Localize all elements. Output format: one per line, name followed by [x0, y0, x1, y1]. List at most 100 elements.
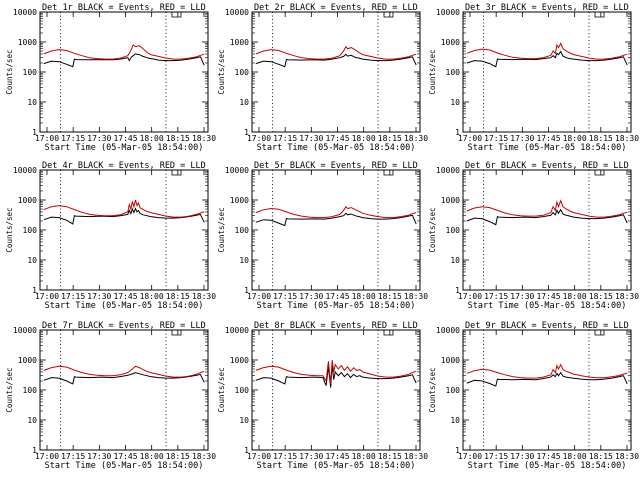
x-tick-label: 17:30: [87, 292, 111, 301]
y-tick-label: 1000: [230, 38, 249, 47]
y-tick-label: 1: [244, 128, 249, 137]
x-tick-label: 17:00: [35, 292, 59, 301]
y-tick-label: 100: [446, 386, 461, 395]
y-tick-label: 1: [32, 128, 37, 137]
x-tick-label: 17:15: [61, 134, 85, 143]
chart-title: Det 7r BLACK = Events, RED = LLD: [42, 321, 206, 331]
plot-frame: [251, 11, 421, 133]
plot-top-marker: [171, 12, 182, 18]
y-axis-label: Counts/sec: [5, 207, 14, 252]
plot-top-marker: [383, 330, 394, 336]
x-tick-label: 17:45: [536, 134, 560, 143]
series-line-lld: [43, 365, 205, 378]
y-tick-label: 1: [455, 286, 460, 295]
y-tick-label: 10: [27, 416, 37, 425]
plot-frame: [39, 329, 209, 451]
chart-title: Det 4r BLACK = Events, RED = LLD: [42, 161, 206, 171]
plot-frame: [251, 169, 421, 291]
x-tick-label: 18:00: [563, 452, 587, 461]
x-tick-label: 18:00: [352, 292, 376, 301]
y-tick-label: 100: [446, 68, 461, 77]
y-tick-label: 100: [235, 68, 250, 77]
plot-top-marker: [383, 12, 394, 18]
series-line-events: [466, 371, 628, 387]
x-tick-label: 17:00: [458, 452, 482, 461]
x-tick-label: 18:30: [192, 134, 216, 143]
y-tick-label: 100: [446, 226, 461, 235]
detector-chart-2: Det 2r BLACK = Events, RED = LLD 1 10 100 10…: [217, 3, 428, 153]
series-line-events: [255, 212, 417, 227]
y-tick-label: 10000: [436, 166, 460, 175]
y-tick-label: 100: [235, 386, 250, 395]
y-axis-label: Counts/sec: [5, 49, 14, 94]
x-tick-label: 18:00: [140, 134, 164, 143]
y-tick-label: 1000: [441, 38, 460, 47]
series-line-events: [43, 207, 205, 225]
plot-top-marker: [171, 330, 182, 336]
x-tick-label: 17:30: [510, 134, 534, 143]
x-tick-label: 18:30: [404, 452, 428, 461]
y-tick-label: 1000: [18, 38, 37, 47]
x-tick-label: 17:45: [536, 292, 560, 301]
y-tick-label: 10000: [13, 166, 37, 175]
plot-frame: [251, 329, 421, 451]
chart-title: Det 9r BLACK = Events, RED = LLD: [465, 321, 629, 331]
x-axis-label: Start Time (05-Mar-05 18:54:00): [468, 461, 627, 471]
x-tick-label: 17:15: [484, 292, 508, 301]
detector-chart-3: Det 3r BLACK = Events, RED = LLD 1 10 100 10…: [428, 3, 639, 153]
x-tick-label: 17:45: [113, 452, 137, 461]
x-tick-label: 18:30: [404, 292, 428, 301]
y-tick-label: 10000: [13, 8, 37, 17]
x-tick-label: 18:30: [615, 452, 639, 461]
x-tick-label: 17:00: [458, 292, 482, 301]
y-axis-label: Counts/sec: [428, 49, 437, 94]
x-tick-label: 17:00: [247, 134, 271, 143]
y-axis-label: Counts/sec: [217, 207, 226, 252]
series-line-lld: [43, 44, 205, 60]
series-line-lld: [255, 205, 417, 219]
series-line-lld: [466, 363, 628, 379]
series-line-events: [466, 50, 628, 68]
x-tick-label: 17:00: [247, 292, 271, 301]
plot-frame: [462, 169, 632, 291]
plot-frame: [39, 169, 209, 291]
y-tick-label: 10000: [436, 326, 460, 335]
x-tick-label: 18:15: [589, 292, 613, 301]
x-tick-label: 17:30: [510, 292, 534, 301]
x-axis-label: Start Time (05-Mar-05 18:54:00): [257, 143, 416, 153]
plot-top-marker: [383, 170, 394, 176]
y-tick-label: 100: [23, 68, 38, 77]
x-tick-label: 18:15: [589, 134, 613, 143]
chart-title: Det 1r BLACK = Events, RED = LLD: [42, 3, 206, 13]
detector-chart-6: Det 6r BLACK = Events, RED = LLD 1 10 100 10…: [428, 161, 639, 311]
y-tick-label: 100: [23, 226, 38, 235]
series-line-events: [255, 364, 417, 388]
series-line-events: [466, 208, 628, 226]
y-tick-label: 10000: [225, 166, 249, 175]
x-tick-label: 17:45: [113, 292, 137, 301]
plot-frame: [39, 11, 209, 133]
x-axis-label: Start Time (05-Mar-05 18:54:00): [257, 301, 416, 311]
x-tick-label: 18:00: [352, 452, 376, 461]
y-tick-label: 1000: [230, 356, 249, 365]
y-tick-label: 1: [244, 446, 249, 455]
series-line-events: [43, 53, 205, 68]
x-axis-label: Start Time (05-Mar-05 18:54:00): [468, 143, 627, 153]
x-tick-label: 18:00: [140, 452, 164, 461]
x-tick-label: 17:00: [458, 134, 482, 143]
detector-chart-8: Det 8r BLACK = Events, RED = LLD 1 10 100 10…: [217, 321, 428, 471]
y-tick-label: 10: [450, 256, 460, 265]
detector-chart-7: Det 7r BLACK = Events, RED = LLD 1 10 100 10…: [5, 321, 216, 471]
y-tick-label: 1: [32, 286, 37, 295]
x-tick-label: 17:00: [247, 452, 271, 461]
detector-chart-1: Det 1r BLACK = Events, RED = LLD 1 10 100 10…: [5, 3, 216, 153]
x-tick-label: 17:30: [299, 452, 323, 461]
x-tick-label: 17:15: [61, 292, 85, 301]
x-tick-label: 18:15: [378, 452, 402, 461]
y-tick-label: 1000: [18, 196, 37, 205]
y-tick-label: 10000: [436, 8, 460, 17]
y-axis-label: Counts/sec: [217, 367, 226, 412]
x-tick-label: 17:15: [484, 134, 508, 143]
x-tick-label: 17:15: [61, 452, 85, 461]
